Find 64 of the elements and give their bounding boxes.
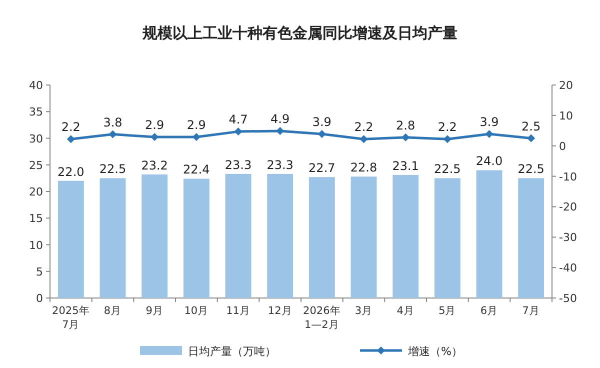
- legend-label: 日均产量（万吨）: [188, 345, 276, 358]
- y2-tick-label: -30: [559, 231, 577, 244]
- y-tick-label: 15: [29, 212, 43, 226]
- data-label: 22.0: [58, 164, 84, 179]
- point: [234, 128, 242, 136]
- x-tick-label: 5月: [438, 305, 456, 317]
- x-tick-label: 8月: [104, 305, 122, 317]
- legend-label: 增速（%）: [407, 345, 462, 358]
- y-tick-label: 40: [29, 79, 43, 92]
- y2-tick-label: 0: [559, 140, 566, 153]
- y2-tick-label: -20: [559, 200, 577, 214]
- y-tick-label: 25: [29, 158, 43, 172]
- data-label: 23.3: [224, 158, 252, 172]
- y2-tick-label: 20: [559, 79, 573, 92]
- data-label: 22.4: [183, 162, 210, 177]
- data-label: 2.9: [186, 118, 206, 132]
- y2-tick-label: -10: [559, 170, 577, 184]
- y-tick-label: 20: [29, 186, 43, 198]
- data-label: 4.7: [228, 112, 248, 127]
- x-tick-label: 10月: [184, 305, 209, 317]
- y-tick-label: 35: [29, 106, 43, 119]
- data-label: 23.2: [141, 158, 168, 172]
- point: [527, 134, 536, 142]
- data-label: 2.2: [354, 120, 374, 134]
- data-label: 2.2: [438, 120, 457, 134]
- y-tick-label: 5: [36, 265, 43, 278]
- data-label: 3.9: [480, 114, 499, 129]
- data-label: 2.8: [396, 118, 416, 132]
- chart-title: 规模以上工业十种有色金属同比增速及日均产量: [142, 24, 458, 42]
- point: [66, 135, 75, 144]
- x-tick-label: 9月: [146, 305, 164, 317]
- data-label: 2.5: [522, 119, 541, 134]
- data-label: 2.2: [61, 120, 80, 134]
- data-label: 22.5: [434, 162, 461, 176]
- point: [360, 135, 368, 144]
- y-tick-label: 10: [29, 238, 43, 252]
- x-tick-label: 3月: [354, 305, 373, 317]
- point: [108, 130, 117, 138]
- y2-tick-label: -50: [559, 292, 577, 305]
- data-label: 3.9: [312, 114, 332, 129]
- x-tick-label: 4月: [396, 305, 414, 317]
- x-tick-label: 12月: [268, 305, 292, 317]
- data-label: 4.9: [270, 112, 290, 126]
- point: [402, 133, 410, 142]
- data-label: 22.5: [99, 162, 126, 176]
- x-tick-label: 11月: [226, 305, 250, 317]
- data-label: 3.8: [103, 115, 122, 130]
- y2-tick-label: -40: [559, 262, 577, 275]
- y-tick-label: 30: [29, 132, 43, 146]
- data-label: 22.7: [308, 161, 336, 176]
- data-label: 23.1: [392, 158, 419, 173]
- x-tick-label: 7月: [522, 305, 540, 317]
- data-label: 2.9: [145, 118, 164, 132]
- x-tick-label: 2025年 7月: [52, 305, 90, 331]
- data-label: 24.0: [476, 154, 503, 168]
- data-label: 22.5: [518, 162, 544, 176]
- x-tick-label: 6月: [480, 305, 498, 317]
- point: [485, 130, 494, 138]
- x-tick-label: 2026年 1—2月: [303, 305, 341, 331]
- y2-tick-label: 10: [559, 109, 573, 122]
- data-label: 22.8: [350, 160, 378, 175]
- y-tick-label: 0: [36, 292, 43, 305]
- data-label: 23.3: [266, 158, 294, 172]
- point: [443, 135, 452, 144]
